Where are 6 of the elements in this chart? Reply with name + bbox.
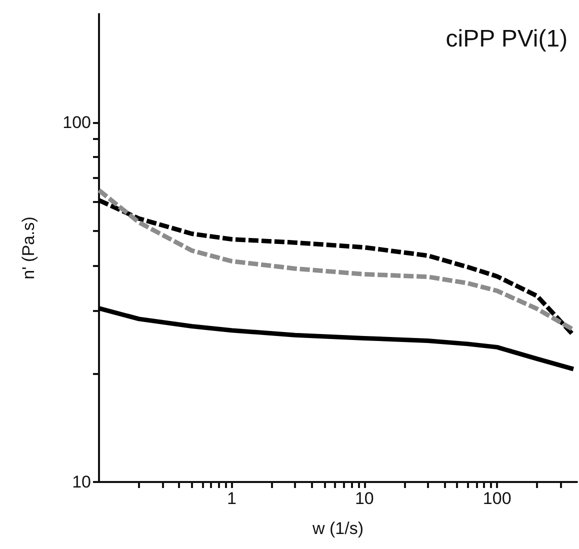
x-tick-label: 10 [354, 489, 374, 508]
x-tick-label: 100 [482, 489, 512, 508]
x-tick-label: 1 [226, 489, 236, 508]
y-axis-title: n' (Pa.s) [19, 216, 38, 280]
text: ciPP PVi(1) [446, 26, 568, 52]
x-axis-title: w (1/s) [312, 519, 364, 538]
